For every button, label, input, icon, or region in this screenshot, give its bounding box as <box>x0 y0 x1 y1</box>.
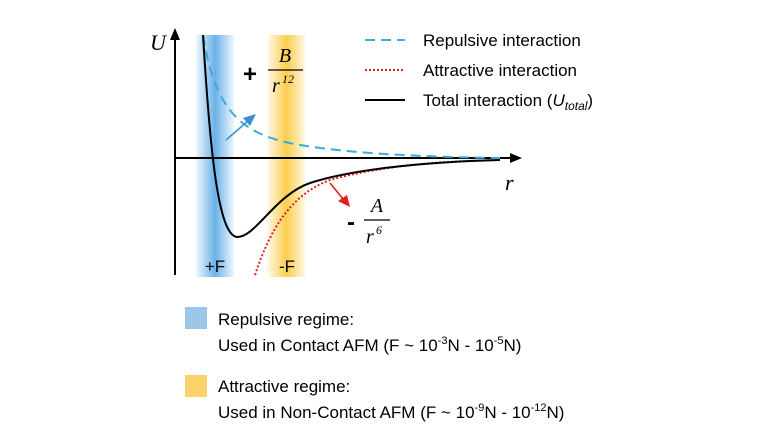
attractive-exponent: 6 <box>376 223 382 237</box>
regime-swatch <box>185 307 207 329</box>
x-label: r <box>505 170 514 195</box>
region-label: -F <box>279 257 295 276</box>
repulsive-curve <box>202 34 501 159</box>
x-arrow <box>510 153 522 163</box>
y-label: U <box>150 30 168 55</box>
region-label: +F <box>205 257 225 276</box>
regime-description: Used in Contact AFM (F ~ 10-3N - 10-5N) <box>218 335 521 355</box>
attractive-sign: - <box>347 209 355 236</box>
legend-label: Repulsive interaction <box>423 31 581 50</box>
attractive-band <box>268 35 305 277</box>
legend-label: Attractive interaction <box>423 61 577 80</box>
regime-description: Used in Non-Contact AFM (F ~ 10-9N - 10-… <box>218 402 564 422</box>
repulsive-arrow-head <box>243 114 256 126</box>
repulsive-band <box>196 35 234 277</box>
repulsive-exponent: 12 <box>282 72 294 86</box>
attractive-numerator: A <box>369 195 384 217</box>
legend-label: Total interaction (Utotal) <box>423 91 593 113</box>
y-arrow <box>170 28 180 40</box>
regime-title: Attractive regime: <box>218 377 350 396</box>
attractive-arrow-head <box>338 195 350 207</box>
total-curve <box>202 34 501 239</box>
regime-title: Repulsive regime: <box>218 310 354 329</box>
repulsive-arrow <box>225 120 249 141</box>
repulsive-denominator: r <box>272 75 280 97</box>
repulsive-numerator: B <box>279 45 291 67</box>
repulsive-sign: + <box>243 61 257 88</box>
regime-swatch <box>185 375 207 397</box>
attractive-denominator: r <box>366 226 374 248</box>
attractive-arrow <box>329 182 344 200</box>
